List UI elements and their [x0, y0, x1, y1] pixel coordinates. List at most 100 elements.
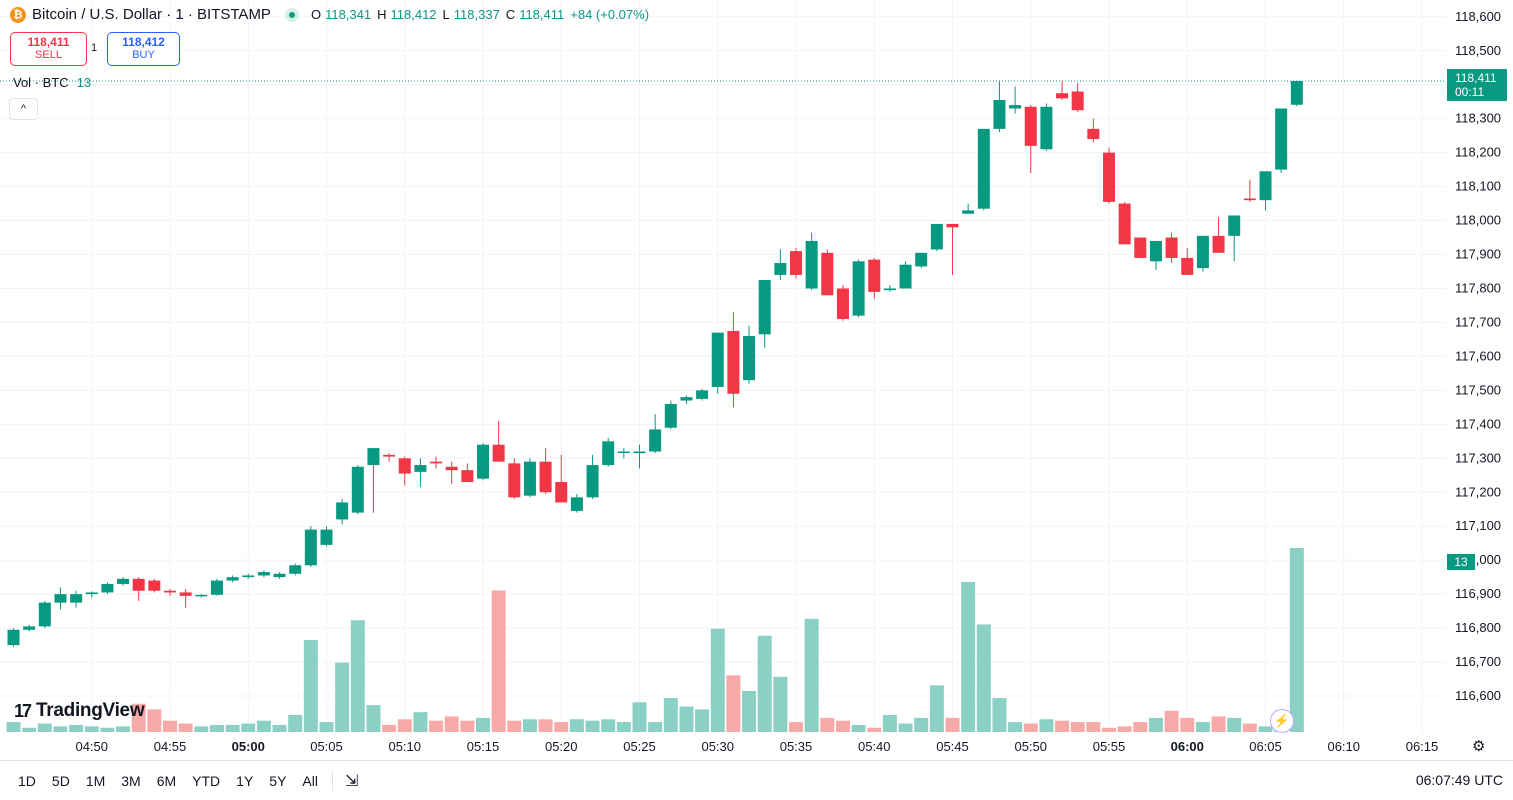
volume-bar: [710, 628, 725, 732]
candle-body: [602, 441, 615, 466]
candle: [602, 437, 615, 467]
candle: [1259, 171, 1272, 211]
candle-body: [696, 390, 709, 399]
volume-bar: [538, 719, 553, 732]
candle: [132, 577, 145, 601]
candle: [586, 454, 599, 500]
candle: [899, 261, 912, 289]
candle-body: [132, 578, 145, 591]
flash-icon[interactable]: ⚡: [1270, 709, 1294, 733]
volume-bar: [1133, 722, 1148, 732]
volume-bar: [804, 618, 819, 732]
price-tick-label: 116,600: [1455, 688, 1501, 703]
candle: [398, 456, 411, 486]
candle-body: [1024, 106, 1037, 146]
candle: [289, 563, 302, 576]
open-value: 118,341: [325, 7, 372, 22]
volume-bar: [147, 709, 162, 732]
candle-body: [1134, 237, 1147, 258]
candle-body: [758, 279, 771, 335]
volume-bar: [757, 635, 772, 732]
volume-bar: [945, 717, 960, 732]
candle: [1040, 103, 1053, 151]
settings-gear-icon[interactable]: ⚙: [1472, 738, 1486, 755]
timeframe-1d[interactable]: 1D: [18, 772, 36, 789]
timeframe-all[interactable]: All: [302, 772, 318, 789]
candle-body: [743, 336, 756, 381]
candle: [617, 448, 630, 459]
time-tick-label: 06:10: [1327, 739, 1360, 754]
volume-bar: [554, 722, 569, 732]
sell-label: SELL: [35, 49, 62, 61]
volume-bar: [522, 719, 537, 732]
timeframe-5y[interactable]: 5Y: [269, 772, 287, 789]
volume-bar: [679, 706, 694, 732]
candle: [320, 526, 333, 547]
candlestick-chart[interactable]: 116,600116,700116,800116,900117,000117,1…: [0, 0, 1513, 760]
candle: [1087, 118, 1100, 143]
candle: [836, 285, 849, 321]
candle-body: [555, 482, 568, 503]
price-tick-label: 116,700: [1455, 654, 1501, 669]
timeframe-6m[interactable]: 6M: [156, 772, 177, 789]
time-tick-label: 06:00: [1171, 739, 1204, 754]
volume-bar: [444, 716, 459, 732]
timeframe-buttons: 1D 5D 1M 3M 6M YTD 1Y 5Y All: [18, 773, 318, 789]
timeframe-1m[interactable]: 1M: [85, 772, 106, 789]
volume-bar: [1023, 723, 1038, 732]
candle: [523, 458, 536, 498]
spread-value: 1: [91, 42, 98, 54]
volume-bar: [319, 722, 334, 732]
candle: [821, 249, 834, 296]
volume-legend[interactable]: Vol · BTC 13: [13, 75, 91, 90]
timeframe-ytd[interactable]: YTD: [192, 772, 221, 789]
candle: [868, 257, 881, 299]
candle-body: [7, 629, 20, 646]
candle-body: [1228, 215, 1241, 236]
candle: [555, 454, 568, 503]
candle: [1056, 81, 1069, 100]
sell-button[interactable]: 118,411 SELL: [10, 32, 87, 66]
candle-body: [70, 594, 83, 603]
candle-body: [805, 240, 818, 289]
price-tick-label: 116,800: [1455, 620, 1501, 635]
volume-bar: [569, 719, 584, 732]
price-tick-label: 118,100: [1455, 179, 1501, 194]
volume-bar: [1180, 717, 1195, 732]
candle: [148, 578, 161, 593]
candle: [727, 312, 740, 408]
utc-clock[interactable]: 06:07:49 UTC: [1415, 772, 1503, 788]
time-tick-label: 06:05: [1249, 739, 1282, 754]
candle: [85, 591, 98, 598]
candle-body: [508, 463, 521, 498]
buy-button[interactable]: 118,412 BUY: [107, 32, 180, 66]
time-tick-label: 05:50: [1014, 739, 1047, 754]
low-value: 118,337: [453, 7, 500, 22]
candle-body: [962, 210, 975, 214]
candle: [993, 81, 1006, 133]
price-tick-label: 117,300: [1455, 450, 1501, 465]
timeframe-1y[interactable]: 1Y: [236, 772, 254, 789]
symbol-title[interactable]: Bitcoin / U.S. Dollar · 1 · BITSTAMP: [32, 6, 271, 23]
timeframe-5d[interactable]: 5D: [51, 772, 70, 789]
tradingview-wordmark: TradingView: [36, 700, 145, 721]
volume-bar: [1086, 722, 1101, 732]
volume-bar: [1258, 726, 1273, 732]
candle: [70, 590, 83, 608]
candle: [1009, 86, 1022, 114]
candle-body: [649, 429, 662, 452]
open-key: O: [310, 7, 322, 22]
candle-body: [1040, 106, 1053, 150]
timeframe-3m[interactable]: 3M: [121, 772, 141, 789]
candles: [7, 80, 1303, 647]
price-tick-label: 117,100: [1455, 518, 1501, 533]
collapse-legend-button[interactable]: ^: [9, 98, 38, 120]
tradingview-logo[interactable]: 17 TradingView: [14, 700, 145, 722]
volume-bar: [163, 720, 177, 732]
candle: [54, 587, 67, 610]
date-range-icon[interactable]: ⇲: [344, 772, 359, 790]
close-key: C: [505, 7, 516, 22]
volume-bar: [53, 726, 68, 732]
volume-bar: [898, 723, 913, 732]
buy-price: 118,412: [122, 35, 165, 49]
